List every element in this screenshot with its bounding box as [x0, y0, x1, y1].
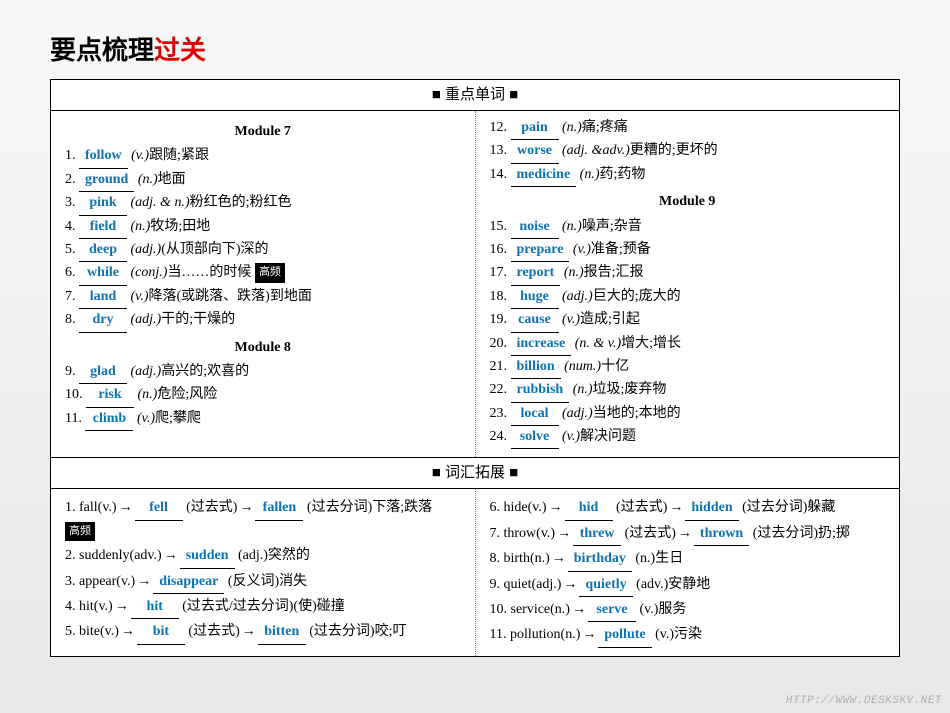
- title-part1: 要点梳理: [50, 35, 154, 65]
- vocab-row: 17. report (n.)报告;汇报: [490, 262, 886, 285]
- vocab-row: 8. dry (adj.)干的;干燥的: [65, 309, 461, 332]
- ext-row: 8. birth(n.)→birthday (n.)生日: [490, 546, 886, 571]
- vocab-row: 24. solve (v.)解决问题: [490, 426, 886, 449]
- vocab-right-col: 12. pain (n.)痛;疼痛13. worse (adj. &adv.)更…: [476, 111, 900, 457]
- vocab-row: 15. noise (n.)噪声;杂音: [490, 216, 886, 239]
- vocab-left-col: Module 7 1. follow (v.)跟随;紧跟2. ground (n…: [51, 111, 476, 457]
- vocab-row: 9. glad (adj.)高兴的;欢喜的: [65, 361, 461, 384]
- vocab-row: 23. local (adj.)当地的;本地的: [490, 403, 886, 426]
- ext-row: 5. bite(v.)→bit (过去式)→bitten (过去分词)咬;叮: [65, 619, 461, 644]
- vocab-row: 14. medicine (n.)药;药物: [490, 164, 886, 187]
- vocab-row: 20. increase (n. & v.)增大;增长: [490, 333, 886, 356]
- ext-row: 6. hide(v.)→hid (过去式)→hidden (过去分词)躲藏: [490, 495, 886, 520]
- ext-columns: 1. fall(v.)→fell (过去式)→fallen (过去分词)下落;跌…: [51, 489, 899, 655]
- vocab-row: 6. while (conj.)当……的时候 高频: [65, 262, 461, 285]
- ext-row: 7. throw(v.)→threw (过去式)→thrown (过去分词)扔;…: [490, 521, 886, 546]
- ext-row: 3. appear(v.)→disappear (反义词)消失: [65, 569, 461, 594]
- page-root: 要点梳理过关 ■ 重点单词 ■ Module 7 1. follow (v.)跟…: [0, 0, 950, 657]
- ext-right-col: 6. hide(v.)→hid (过去式)→hidden (过去分词)躲藏7. …: [476, 489, 900, 655]
- vocab-row: 2. ground (n.)地面: [65, 169, 461, 192]
- right-cont-list: 12. pain (n.)痛;疼痛13. worse (adj. &adv.)更…: [490, 117, 886, 187]
- vocab-row: 12. pain (n.)痛;疼痛: [490, 117, 886, 140]
- section1-header: ■ 重点单词 ■: [51, 80, 899, 111]
- module9-header: Module 9: [490, 187, 886, 215]
- vocab-row: 13. worse (adj. &adv.)更糟的;更坏的: [490, 140, 886, 163]
- module9-list: 15. noise (n.)噪声;杂音16. prepare (v.)准备;预备…: [490, 216, 886, 450]
- vocab-row: 4. field (n.)牧场;田地: [65, 216, 461, 239]
- vocab-row: 19. cause (v.)造成;引起: [490, 309, 886, 332]
- vocab-row: 11. climb (v.)爬;攀爬: [65, 408, 461, 431]
- ext-row: 4. hit(v.)→hit (过去式/过去分词)(使)碰撞: [65, 594, 461, 619]
- vocab-row: 22. rubbish (n.)垃圾;废弃物: [490, 379, 886, 402]
- module8-list: 9. glad (adj.)高兴的;欢喜的10. risk (n.)危险;风险1…: [65, 361, 461, 431]
- vocab-row: 18. huge (adj.)巨大的;庞大的: [490, 286, 886, 309]
- content-table: ■ 重点单词 ■ Module 7 1. follow (v.)跟随;紧跟2. …: [50, 79, 900, 657]
- module7-header: Module 7: [65, 117, 461, 145]
- page-title: 要点梳理过关: [50, 30, 900, 67]
- vocab-row: 5. deep (adj.)(从顶部向下)深的: [65, 239, 461, 262]
- module8-header: Module 8: [65, 333, 461, 361]
- vocab-row: 16. prepare (v.)准备;预备: [490, 239, 886, 262]
- section2-header: ■ 词汇拓展 ■: [51, 457, 899, 489]
- ext-row: 11. pollution(n.)→pollute (v.)污染: [490, 622, 886, 647]
- module7-list: 1. follow (v.)跟随;紧跟2. ground (n.)地面3. pi…: [65, 145, 461, 332]
- vocab-row: 21. billion (num.)十亿: [490, 356, 886, 379]
- vocab-row: 3. pink (adj. & n.)粉红色的;粉红色: [65, 192, 461, 215]
- watermark: HTTP://WWW.DESKSKV.NET: [786, 695, 942, 707]
- ext-row: 10. service(n.)→serve (v.)服务: [490, 597, 886, 622]
- vocab-row: 10. risk (n.)危险;风险: [65, 384, 461, 407]
- vocab-columns: Module 7 1. follow (v.)跟随;紧跟2. ground (n…: [51, 111, 899, 457]
- vocab-row: 1. follow (v.)跟随;紧跟: [65, 145, 461, 168]
- ext-left-col: 1. fall(v.)→fell (过去式)→fallen (过去分词)下落;跌…: [51, 489, 476, 655]
- ext-row: 9. quiet(adj.)→quietly (adv.)安静地: [490, 572, 886, 597]
- vocab-row: 7. land (v.)降落(或跳落、跌落)到地面: [65, 286, 461, 309]
- ext-row: 1. fall(v.)→fell (过去式)→fallen (过去分词)下落;跌…: [65, 495, 461, 543]
- title-part2: 过关: [154, 35, 206, 65]
- ext-row: 2. suddenly(adv.)→sudden (adj.)突然的: [65, 543, 461, 568]
